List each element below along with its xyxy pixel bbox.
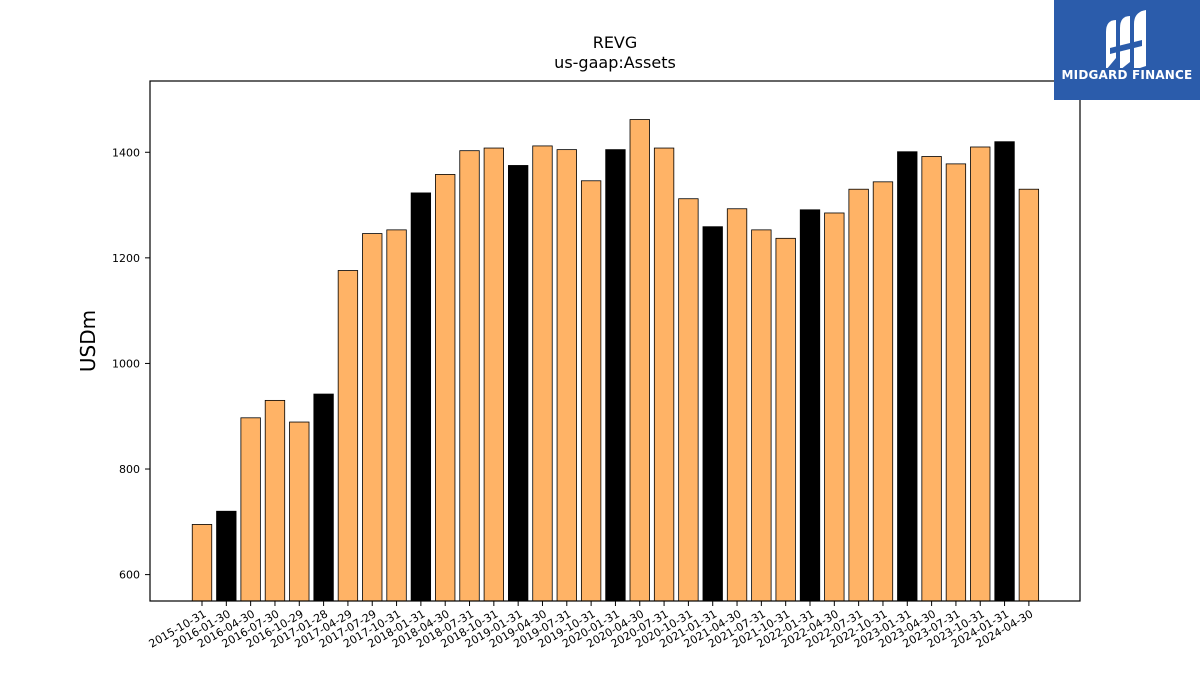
bar-2018-07-31 — [459, 150, 480, 602]
y-tick-label: 1000 — [112, 357, 140, 370]
y-tick-label: 1200 — [112, 252, 140, 265]
bar-2022-01-31 — [799, 209, 821, 602]
bar-2021-04-30 — [726, 208, 748, 602]
bar-2020-04-30 — [629, 119, 650, 602]
logo-text: MIDGARD FINANCE — [1061, 68, 1193, 82]
bar-2022-04-30 — [824, 212, 845, 602]
bar-2019-01-31 — [508, 165, 529, 602]
bar-2023-10-31 — [970, 146, 991, 602]
bar-2016-04-30 — [240, 417, 261, 602]
midgard-m-icon — [1106, 10, 1146, 68]
bar-2018-01-31 — [410, 192, 432, 602]
bar-2024-01-31 — [994, 141, 1015, 602]
y-axis-label: USDm — [76, 310, 100, 372]
y-axis-ticks: 600 800 1000 1200 1400 — [112, 146, 150, 582]
y-tick-label: 600 — [119, 569, 140, 582]
y-tick-label: 800 — [119, 463, 140, 476]
bar-2021-07-31 — [751, 229, 772, 602]
bar-2024-04-30 — [1018, 188, 1040, 602]
bar-2018-10-31 — [483, 147, 504, 602]
plot-frame — [149, 80, 1081, 602]
bar-2015-10-31 — [191, 524, 213, 602]
bar-2023-04-30 — [921, 156, 942, 602]
y-tick-label: 1400 — [112, 146, 140, 159]
bar-2023-07-31 — [945, 163, 967, 602]
bar-2022-10-31 — [872, 181, 894, 602]
bar-2018-04-30 — [435, 174, 456, 602]
bar-2022-07-31 — [848, 188, 869, 602]
bar-2016-01-30 — [216, 510, 237, 602]
chart-subtitle: us-gaap:Assets — [554, 53, 676, 72]
bar-2020-07-31 — [653, 147, 675, 602]
bar-2019-10-31 — [580, 180, 602, 602]
bar-2019-04-30 — [532, 145, 553, 602]
bar-2016-07-30 — [264, 399, 286, 602]
bar-2019-07-31 — [556, 149, 577, 602]
bar-2017-07-29 — [362, 233, 383, 602]
bar-2020-01-31 — [605, 149, 626, 602]
midgard-finance-logo: MIDGARD FINANCE — [1054, 0, 1200, 100]
bar-2023-01-31 — [897, 151, 918, 602]
bar-2017-01-28 — [313, 393, 334, 602]
bar-series — [191, 119, 1040, 602]
bar-2020-10-31 — [678, 198, 699, 602]
bar-2017-10-31 — [386, 229, 407, 602]
chart-title: REVG — [593, 33, 638, 52]
bar-2017-04-29 — [337, 270, 359, 602]
x-axis-ticks: 2015-10-312016-01-302016-04-302016-07-30… — [147, 601, 1035, 651]
bar-2021-01-31 — [702, 226, 723, 602]
bar-2016-10-29 — [289, 421, 310, 602]
bar-2021-10-31 — [775, 237, 796, 602]
